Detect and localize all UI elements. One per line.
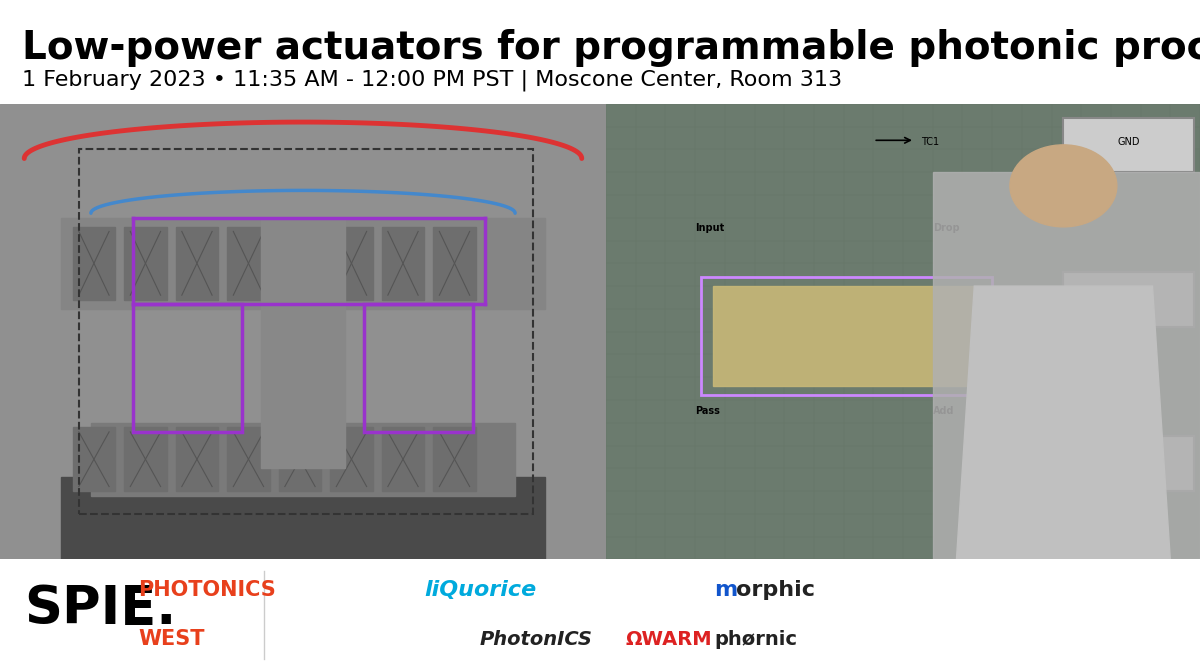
Bar — [701, 277, 992, 395]
Bar — [330, 427, 373, 491]
Text: phørnic: phørnic — [714, 630, 797, 649]
Text: PHOTONICS: PHOTONICS — [138, 580, 276, 600]
Bar — [932, 172, 1200, 559]
FancyBboxPatch shape — [1063, 117, 1194, 172]
Text: PS1: PS1 — [1120, 456, 1138, 466]
Bar — [382, 227, 425, 299]
Bar — [278, 227, 322, 299]
Text: Pass: Pass — [695, 405, 720, 415]
Text: ΩWARM: ΩWARM — [625, 630, 712, 649]
Text: TC1: TC1 — [920, 137, 938, 147]
Bar — [260, 218, 346, 468]
Bar — [433, 227, 475, 299]
Bar — [73, 427, 115, 491]
Text: TC2: TC2 — [1120, 291, 1138, 302]
Bar — [73, 227, 115, 299]
Text: Input: Input — [695, 223, 725, 233]
Text: Add: Add — [932, 405, 954, 415]
Text: 1 February 2023 • 11:35 AM - 12:00 PM PST | Moscone Center, Room 313: 1 February 2023 • 11:35 AM - 12:00 PM PS… — [22, 70, 841, 91]
Circle shape — [1010, 145, 1117, 227]
Bar — [175, 427, 218, 491]
Bar — [713, 286, 980, 387]
Text: Low-power actuators for programmable photonic processors: Low-power actuators for programmable pho… — [22, 29, 1200, 67]
Text: WEST: WEST — [138, 629, 204, 649]
Bar — [382, 427, 425, 491]
Bar — [227, 227, 270, 299]
Bar — [125, 227, 167, 299]
Bar — [278, 427, 322, 491]
Text: GND: GND — [1117, 137, 1140, 147]
Bar — [433, 427, 475, 491]
Bar — [61, 218, 546, 309]
Bar — [61, 478, 546, 559]
Text: orphic: orphic — [736, 580, 815, 600]
Text: SPIE.: SPIE. — [24, 583, 176, 635]
Bar — [227, 427, 270, 491]
FancyBboxPatch shape — [1063, 436, 1194, 491]
Text: Drop: Drop — [932, 223, 959, 233]
Bar — [175, 227, 218, 299]
Text: m: m — [714, 580, 737, 600]
Text: liQuorice: liQuorice — [424, 580, 536, 600]
Polygon shape — [956, 286, 1170, 559]
Bar — [79, 149, 533, 514]
Bar — [91, 423, 515, 496]
Text: PhotonICS: PhotonICS — [480, 630, 593, 649]
Bar — [330, 227, 373, 299]
FancyBboxPatch shape — [1063, 273, 1194, 327]
Bar — [125, 427, 167, 491]
